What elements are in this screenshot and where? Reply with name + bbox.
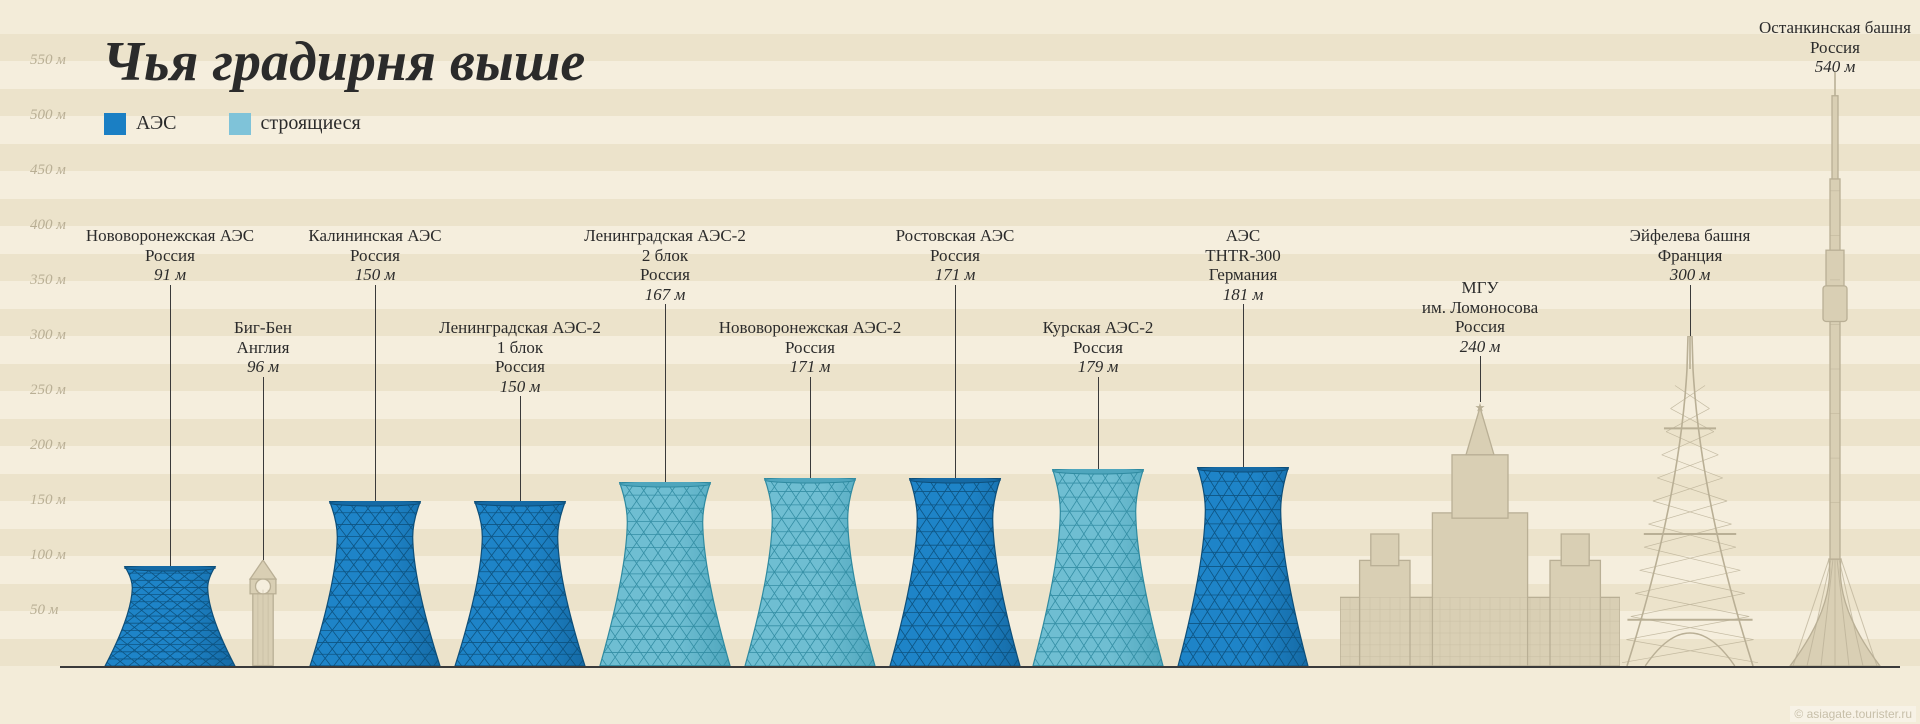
leader-line bbox=[1480, 356, 1481, 402]
legend-item-building: строящиеся bbox=[229, 112, 361, 135]
chart-title: Чья градирня выше bbox=[102, 30, 585, 94]
leader-line bbox=[1098, 377, 1099, 469]
y-tick-label: 400 м bbox=[30, 217, 50, 234]
leader-line bbox=[1243, 304, 1244, 467]
leader-line bbox=[955, 285, 956, 478]
leader-line bbox=[375, 285, 376, 501]
y-tick-label: 200 м bbox=[30, 437, 50, 454]
legend-label-building: строящиеся bbox=[261, 112, 361, 135]
y-tick-label: 150 м bbox=[30, 492, 50, 509]
cooling-tower bbox=[305, 501, 445, 666]
msu-icon: ★ bbox=[1340, 402, 1620, 666]
leader-line bbox=[810, 377, 811, 478]
cooling-tower bbox=[595, 482, 735, 666]
y-tick-label: 50 м bbox=[30, 602, 50, 619]
y-tick-label: 350 м bbox=[30, 272, 50, 289]
leader-line bbox=[263, 377, 264, 560]
cooling-tower bbox=[740, 478, 880, 666]
legend-item-aes: АЭС bbox=[104, 112, 177, 135]
y-tick-label: 500 м bbox=[30, 107, 50, 124]
cooling-tower bbox=[100, 566, 240, 666]
baseline bbox=[60, 666, 1900, 668]
leader-line bbox=[170, 285, 171, 566]
cooling-tower bbox=[1028, 469, 1168, 666]
bigben-icon bbox=[246, 560, 280, 666]
legend-swatch-building bbox=[229, 113, 251, 135]
legend-label-aes: АЭС bbox=[136, 112, 177, 135]
leader-line bbox=[665, 304, 666, 482]
eiffel-icon bbox=[1620, 336, 1760, 666]
y-tick-label: 300 м bbox=[30, 327, 50, 344]
infographic-canvas: Чья градирня выше АЭС строящиеся 50 м 100… bbox=[0, 0, 1920, 724]
ostankino-icon bbox=[1785, 72, 1885, 666]
y-tick-label: 250 м bbox=[30, 382, 50, 399]
cooling-tower bbox=[450, 501, 590, 666]
y-tick-label: 550 м bbox=[30, 52, 50, 69]
leader-line bbox=[1690, 285, 1691, 336]
cooling-tower bbox=[885, 478, 1025, 666]
y-tick-label: 450 м bbox=[30, 162, 50, 179]
leader-line bbox=[520, 396, 521, 501]
legend: АЭС строящиеся bbox=[104, 112, 401, 135]
cooling-tower bbox=[1173, 467, 1313, 666]
watermark: © asiagate.tourister.ru bbox=[1790, 706, 1916, 722]
svg-text:★: ★ bbox=[1475, 402, 1486, 414]
y-tick-label: 100 м bbox=[30, 547, 50, 564]
legend-swatch-aes bbox=[104, 113, 126, 135]
